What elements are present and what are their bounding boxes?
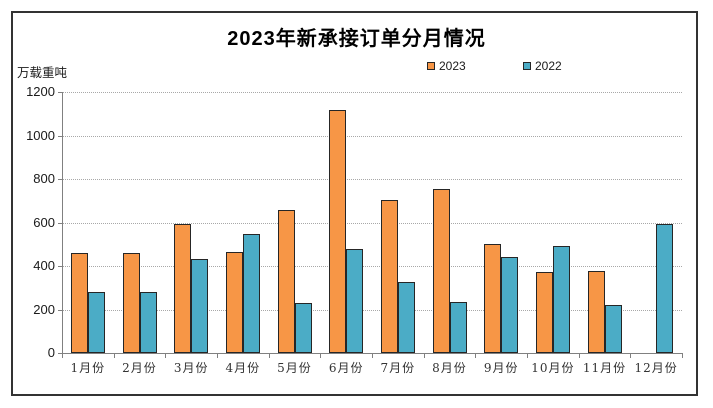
gridline-600 xyxy=(62,222,682,224)
x-tick-10 xyxy=(578,354,580,358)
x-tick-label-5月份: 5月份 xyxy=(277,361,312,375)
x-tick-7 xyxy=(423,354,425,358)
x-tick-0 xyxy=(62,354,63,358)
y-tick-600 xyxy=(58,222,62,224)
x-tick-2 xyxy=(165,354,167,358)
x-tick-label-7月份: 7月份 xyxy=(380,361,416,375)
bar-2023-9月份 xyxy=(484,243,502,353)
legend-label-2022: 2022 xyxy=(535,59,562,73)
y-axis-line xyxy=(62,92,63,354)
bar-2022-2月份 xyxy=(139,291,157,353)
x-tick-label-1月份: 1月份 xyxy=(70,361,106,375)
legend-entry-2022: 2022 xyxy=(523,60,562,72)
y-tick-label-0: 0 xyxy=(47,345,55,360)
y-tick-label-1000: 1000 xyxy=(26,127,55,143)
x-tick-12 xyxy=(682,354,683,358)
bar-2023-3月份 xyxy=(174,224,192,353)
legend-swatch-2022 xyxy=(523,62,531,70)
bar-2022-9月份 xyxy=(501,257,519,353)
bar-2023-4月份 xyxy=(225,251,243,353)
x-tick-label-8月份: 8月份 xyxy=(432,361,467,375)
x-tick-3 xyxy=(217,354,218,358)
x-tick-4 xyxy=(268,354,270,358)
y-tick-label-600: 600 xyxy=(33,214,55,230)
chart-title: 2023年新承接订单分月情况 xyxy=(227,28,486,50)
y-tick-400 xyxy=(58,266,62,267)
bar-2023-2月份 xyxy=(122,252,140,353)
gridline-400 xyxy=(62,266,682,267)
bar-2023-11月份 xyxy=(587,271,605,353)
x-tick-label-4月份: 4月份 xyxy=(225,361,261,375)
bar-2022-1月份 xyxy=(87,291,105,353)
gridline-1200 xyxy=(62,92,682,93)
x-tick-8 xyxy=(475,354,477,358)
bar-2023-5月份 xyxy=(277,209,295,353)
gridline-1000 xyxy=(62,135,682,137)
legend-label-2023: 2023 xyxy=(439,59,466,73)
y-tick-1200 xyxy=(58,92,62,93)
y-tick-label-400: 400 xyxy=(33,258,55,273)
bar-2022-3月份 xyxy=(191,259,209,353)
bar-2022-12月份 xyxy=(656,224,674,353)
bar-2022-6月份 xyxy=(346,249,364,353)
gridline-200 xyxy=(62,309,682,311)
bar-2022-8月份 xyxy=(449,302,467,353)
bar-2023-8月份 xyxy=(432,188,450,353)
x-tick-9 xyxy=(527,354,528,358)
y-tick-800 xyxy=(58,179,62,180)
x-tick-label-12月份: 12月份 xyxy=(634,361,678,375)
y-axis-unit-label: 万载重吨 xyxy=(17,66,68,80)
x-tick-5 xyxy=(320,354,322,358)
x-tick-label-6月份: 6月份 xyxy=(328,361,364,375)
x-tick-6 xyxy=(372,354,373,358)
bar-2023-1月份 xyxy=(70,252,88,353)
y-tick-label-200: 200 xyxy=(33,301,55,317)
y-tick-1000 xyxy=(58,135,62,137)
x-tick-label-11月份: 11月份 xyxy=(582,361,627,375)
y-tick-0 xyxy=(58,353,62,354)
x-tick-label-9月份: 9月份 xyxy=(483,361,519,375)
x-axis-line xyxy=(62,353,683,354)
y-tick-label-800: 800 xyxy=(33,171,55,186)
bar-2022-11月份 xyxy=(604,305,622,353)
legend-entry-2023: 2023 xyxy=(427,60,466,72)
x-tick-11 xyxy=(630,354,632,358)
bar-2022-7月份 xyxy=(397,282,415,353)
bar-2023-7月份 xyxy=(380,200,398,353)
gridline-800 xyxy=(62,179,682,180)
x-tick-label-2月份: 2月份 xyxy=(122,361,157,375)
legend-swatch-2023 xyxy=(427,62,435,70)
bar-2022-4月份 xyxy=(242,234,260,353)
y-tick-200 xyxy=(58,309,62,311)
bar-2022-5月份 xyxy=(294,302,312,353)
bar-2023-6月份 xyxy=(329,110,347,353)
bar-2022-10月份 xyxy=(552,245,570,353)
x-tick-label-10月份: 10月份 xyxy=(531,361,575,375)
y-tick-label-1200: 1200 xyxy=(26,84,55,99)
x-tick-label-3月份: 3月份 xyxy=(173,361,209,375)
x-tick-1 xyxy=(113,354,115,358)
bar-2023-10月份 xyxy=(535,272,553,353)
